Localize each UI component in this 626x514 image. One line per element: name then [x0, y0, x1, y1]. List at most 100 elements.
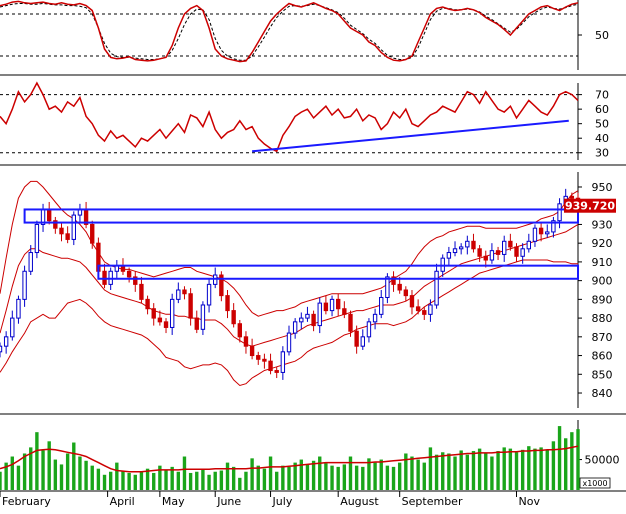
volume-unit-label: x1000 — [582, 479, 607, 488]
zone-rectangle — [97, 264, 580, 280]
volume-bar — [545, 450, 549, 490]
candle-body — [169, 298, 175, 328]
volume-bar — [410, 456, 414, 490]
candle-body — [219, 274, 224, 297]
volume-bar — [367, 458, 371, 490]
volume-bar — [250, 458, 254, 490]
volume-bar — [477, 448, 482, 490]
candle-body — [176, 289, 181, 300]
y-tick-label: 880 — [592, 312, 613, 325]
volume-bar — [275, 471, 279, 490]
volume-bar — [268, 456, 273, 490]
candle-body — [379, 296, 384, 315]
candle-body — [280, 351, 286, 373]
y-tick-label: 920 — [592, 237, 613, 250]
candle-body — [194, 317, 199, 330]
volume-bar — [115, 462, 119, 490]
candle-body — [286, 332, 292, 353]
candle-body — [90, 223, 95, 244]
candle-body — [366, 321, 372, 338]
candle-body — [348, 313, 353, 332]
last-price-label: 939.720 — [565, 200, 615, 213]
candle-body — [342, 308, 347, 315]
volume-bar — [108, 471, 113, 490]
volume-bar — [293, 462, 297, 490]
volume-bar — [182, 456, 187, 490]
volume-bar — [102, 474, 107, 490]
volume-bar — [16, 465, 21, 490]
x-tick-label: February — [2, 495, 51, 508]
candle-body — [569, 195, 575, 199]
candle-body — [452, 248, 458, 254]
candle-body — [3, 336, 9, 347]
volume-bar — [496, 451, 500, 490]
volume-bar — [213, 471, 217, 490]
x-tick-label: June — [216, 495, 241, 508]
candle-body — [415, 306, 421, 312]
volume-bar — [570, 432, 574, 490]
candle-body — [22, 270, 27, 300]
y-tick-label: 900 — [592, 275, 613, 288]
volume-bar — [41, 450, 45, 490]
volume-bar — [287, 466, 291, 490]
volume-bar — [422, 462, 426, 490]
candle-body — [446, 252, 452, 259]
volume-bar — [361, 466, 365, 490]
y-tick-label: 910 — [592, 256, 613, 269]
volume-bar — [354, 465, 359, 490]
candle-body — [532, 227, 538, 242]
volume-bar — [539, 447, 543, 490]
bollinger-lower-band — [0, 259, 578, 387]
volume-bar — [348, 456, 353, 490]
volume-bar — [557, 426, 562, 490]
volume-bar — [195, 471, 199, 490]
volume-bar — [231, 466, 236, 490]
volume-bar — [84, 460, 88, 490]
candle-body — [354, 330, 359, 347]
volume-bar — [305, 464, 310, 490]
volume-bar — [459, 450, 463, 490]
candle-body — [403, 289, 409, 297]
volume-bar — [219, 470, 224, 490]
candle-body — [317, 302, 322, 327]
volume-bar — [379, 459, 383, 490]
candle-body — [397, 283, 402, 291]
y-tick-label: 930 — [592, 218, 613, 231]
x-tick-label: Nov — [519, 495, 541, 508]
volume-bar — [65, 453, 70, 490]
candle-body — [249, 345, 255, 357]
volume-bar — [471, 451, 476, 490]
stochastic-line — [0, 0, 579, 63]
candle-body — [126, 270, 132, 278]
candle-body — [182, 289, 187, 295]
y-tick-label: 50 — [595, 118, 609, 131]
candle-body — [422, 310, 427, 315]
volume-bar — [576, 429, 580, 490]
candle-body — [59, 227, 64, 235]
volume-bar — [164, 470, 168, 490]
candle-body — [471, 240, 476, 250]
price-panel-background — [0, 172, 578, 408]
candle-body — [458, 246, 464, 250]
candle-body — [495, 250, 501, 255]
candle-body — [329, 298, 335, 312]
candle-body — [434, 270, 439, 306]
stochastic-panel-background — [0, 0, 578, 70]
y-tick-label: 870 — [592, 331, 613, 344]
volume-bar — [188, 472, 193, 490]
volume-bar — [373, 462, 377, 490]
candle-body — [551, 220, 556, 233]
volume-bar — [176, 471, 181, 490]
volume-bar — [514, 452, 519, 490]
volume-bar — [564, 438, 568, 490]
volume-bar — [527, 446, 531, 490]
volume-bar — [145, 468, 150, 490]
candle-body — [133, 276, 138, 285]
candle-body — [299, 317, 304, 323]
volume-bar — [47, 441, 51, 490]
x-tick-label: April — [110, 495, 135, 508]
volume-bar — [152, 472, 156, 490]
y-tick-label: 60 — [595, 103, 609, 116]
x-tick-label: July — [272, 495, 293, 508]
